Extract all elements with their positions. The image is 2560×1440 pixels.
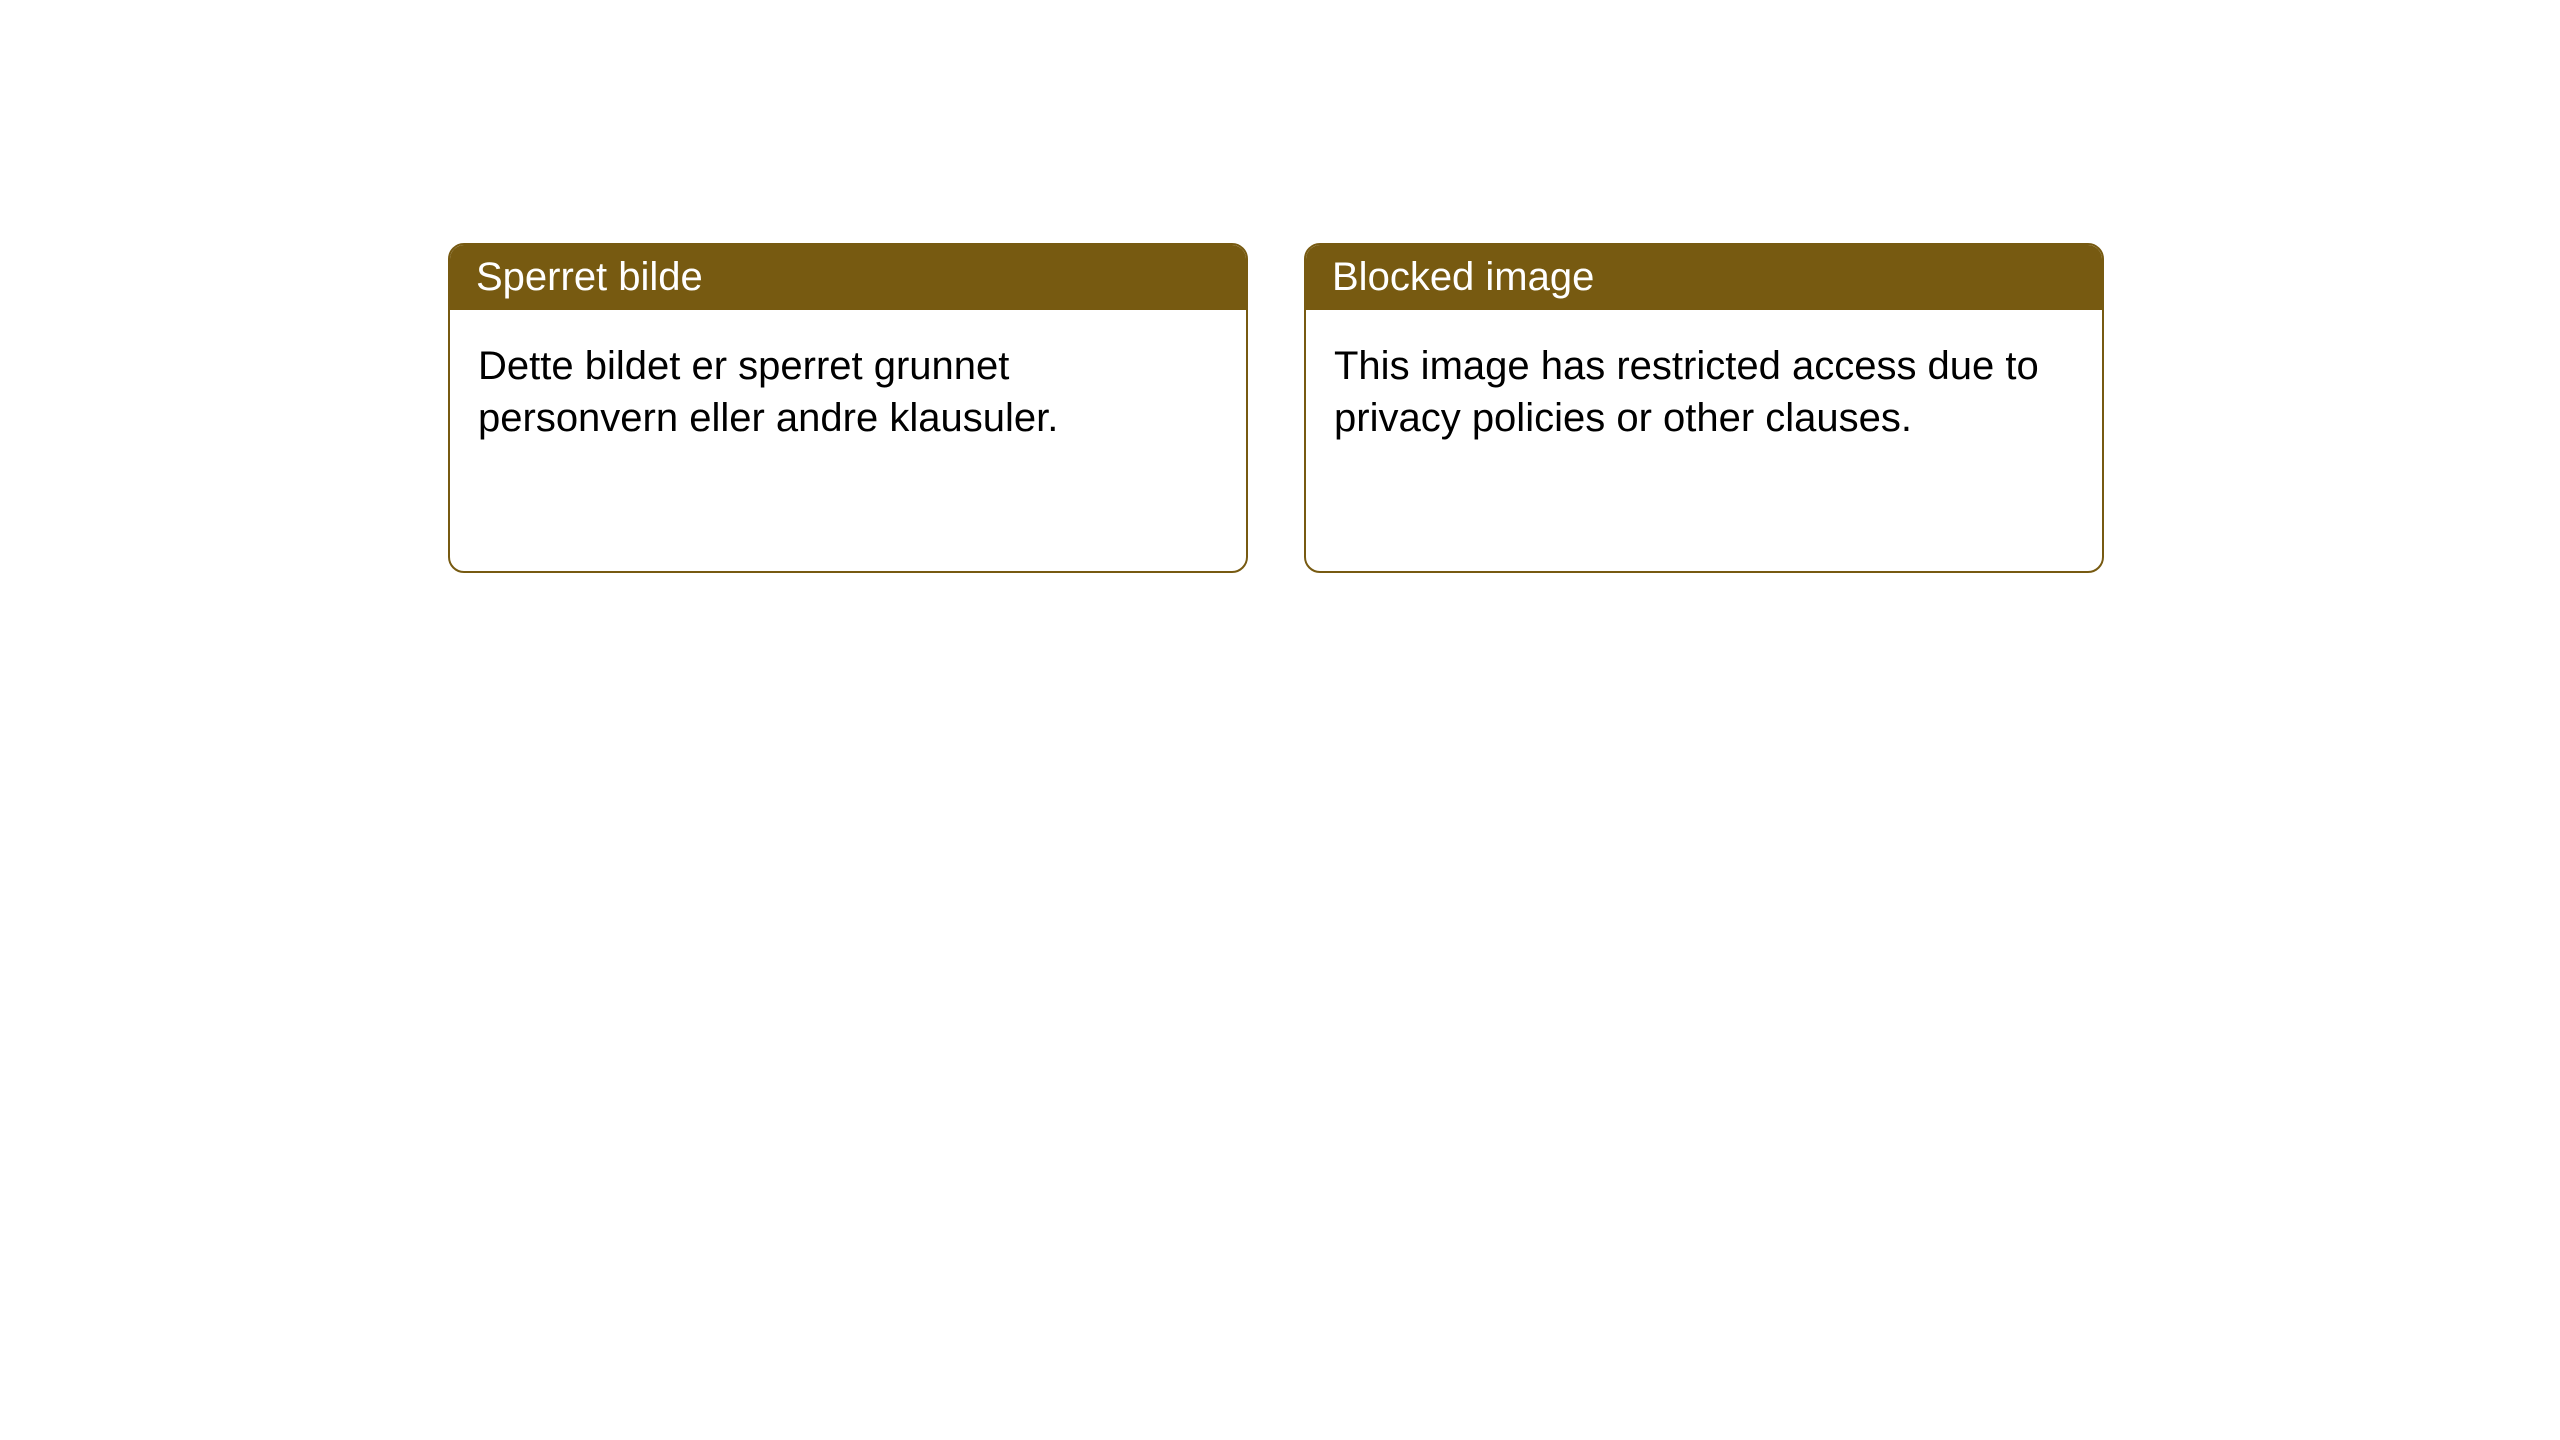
notice-body: Dette bildet er sperret grunnet personve… — [450, 310, 1246, 474]
notice-title: Sperret bilde — [450, 245, 1246, 310]
notice-card-english: Blocked image This image has restricted … — [1304, 243, 2104, 573]
notices-container: Sperret bilde Dette bildet er sperret gr… — [0, 0, 2560, 573]
notice-body: This image has restricted access due to … — [1306, 310, 2102, 474]
notice-card-norwegian: Sperret bilde Dette bildet er sperret gr… — [448, 243, 1248, 573]
notice-title: Blocked image — [1306, 245, 2102, 310]
